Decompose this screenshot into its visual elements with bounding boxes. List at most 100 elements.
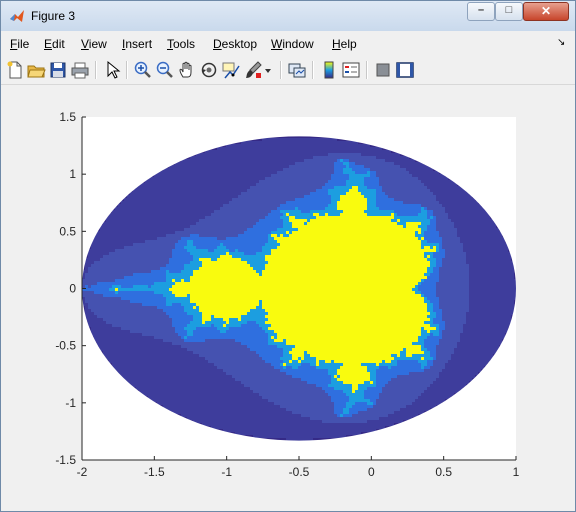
fractal-cell — [466, 318, 511, 321]
fractal-cell — [430, 222, 436, 225]
menu-tools[interactable]: Tools — [167, 37, 195, 51]
fractal-cell — [439, 246, 442, 249]
fractal-cell — [283, 351, 289, 354]
fractal-cell — [100, 348, 187, 351]
mandelbrot-plot[interactable]: -2 -1.5 -1 -0.5 0 0.5 1 -1.5-1-0.500.511.5 — [9, 87, 567, 505]
fractal-cell — [193, 255, 220, 258]
fractal-cell — [250, 264, 265, 267]
fractal-cell — [469, 276, 514, 279]
fractal-cell — [88, 285, 91, 288]
fractal-cell — [430, 330, 439, 333]
edit-plot-icon[interactable] — [102, 60, 122, 80]
pan-icon[interactable] — [177, 60, 197, 80]
fractal-cell — [373, 402, 376, 405]
fractal-cell — [187, 348, 250, 351]
fractal-cell — [295, 198, 331, 201]
fractal-cell — [169, 261, 190, 264]
fractal-cell — [211, 258, 217, 261]
fractal-cell — [190, 234, 199, 237]
fractal-cell — [463, 246, 508, 249]
data-cursor-icon[interactable] — [221, 60, 241, 80]
fractal-cell — [412, 402, 442, 405]
fractal-cell — [202, 321, 205, 324]
menu-desktop[interactable]: Desktop — [213, 37, 257, 51]
fractal-cell — [370, 372, 376, 375]
open-file-icon[interactable] — [26, 60, 46, 80]
fractal-cell — [334, 171, 343, 174]
save-icon[interactable] — [48, 60, 68, 80]
fractal-cell — [187, 333, 193, 336]
fractal-cell — [286, 213, 289, 216]
fractal-cell — [334, 402, 346, 405]
fractal-cell — [349, 165, 364, 168]
fractal-cell — [307, 351, 400, 354]
fractal-cell — [394, 210, 421, 213]
menu-window[interactable]: Window — [271, 37, 314, 51]
fractal-cell — [97, 282, 154, 285]
print-icon[interactable] — [70, 60, 90, 80]
x-tick-label: 0 — [368, 465, 375, 479]
fractal-cell — [88, 321, 106, 324]
fractal-cell — [169, 288, 412, 291]
zoom-out-icon[interactable] — [155, 60, 175, 80]
x-tick-label: -1.5 — [144, 465, 165, 479]
fractal-cell — [124, 246, 175, 249]
fractal-cell — [337, 378, 370, 381]
fractal-cell — [319, 213, 325, 216]
fractal-cell — [349, 174, 370, 177]
fractal-cell — [250, 309, 265, 312]
fractal-cell — [358, 384, 376, 387]
fractal-cell — [334, 408, 343, 411]
menu-insert[interactable]: Insert — [122, 37, 152, 51]
zoom-in-icon[interactable] — [133, 60, 153, 80]
new-figure-icon[interactable] — [5, 60, 25, 80]
legend-icon[interactable] — [341, 60, 361, 80]
fractal-cell — [442, 309, 469, 312]
hide-plot-tools-icon[interactable] — [373, 60, 393, 80]
menu-file-label: ile — [17, 37, 29, 51]
fractal-cell — [304, 195, 331, 198]
brush-icon[interactable] — [243, 60, 263, 80]
menu-help[interactable]: Help — [332, 37, 357, 51]
dock-arrow-icon[interactable]: ↘ — [557, 37, 565, 48]
fractal-cell — [379, 180, 421, 183]
minimize-button[interactable]: – — [467, 2, 495, 21]
fractal-cell — [445, 321, 466, 324]
fractal-cell — [241, 258, 265, 261]
fractal-cell — [436, 315, 442, 318]
fractal-cell — [451, 357, 493, 360]
maximize-button[interactable]: □ — [495, 2, 523, 21]
fractal-cell — [202, 312, 247, 315]
fractal-cell — [424, 255, 427, 258]
fractal-cell — [424, 207, 427, 210]
menu-file[interactable]: File — [10, 37, 29, 51]
fractal-cell — [301, 363, 310, 366]
fractal-cell — [310, 192, 328, 195]
menu-edit[interactable]: Edit — [44, 37, 65, 51]
show-plot-tools-icon[interactable] — [395, 60, 415, 80]
fractal-cell — [91, 264, 166, 267]
fractal-cell — [157, 237, 181, 240]
fractal-cell — [235, 249, 238, 252]
rotate-3d-icon[interactable] — [199, 60, 219, 80]
menu-view[interactable]: View — [81, 37, 107, 51]
fractal-cell — [265, 255, 424, 258]
fractal-cell — [283, 222, 292, 225]
fractal-cell — [187, 294, 190, 297]
fractal-cell — [400, 354, 406, 357]
fractal-cell — [421, 291, 436, 294]
colorbar-icon[interactable] — [319, 60, 339, 80]
fractal-cell — [97, 231, 175, 234]
link-plot-icon[interactable] — [287, 60, 307, 80]
fractal-cell — [256, 270, 262, 273]
fractal-cell — [259, 273, 262, 276]
close-button[interactable]: ✕ — [523, 2, 569, 21]
fractal-cell — [151, 399, 268, 402]
fractal-cell — [286, 372, 328, 375]
fractal-cell — [220, 330, 226, 333]
fractal-cell — [349, 162, 355, 165]
title-bar[interactable]: Figure 3 – □ ✕ — [1, 1, 575, 31]
fractal-cell — [466, 312, 514, 315]
fractal-cell — [427, 276, 439, 279]
brush-dropdown-icon[interactable] — [263, 60, 273, 80]
